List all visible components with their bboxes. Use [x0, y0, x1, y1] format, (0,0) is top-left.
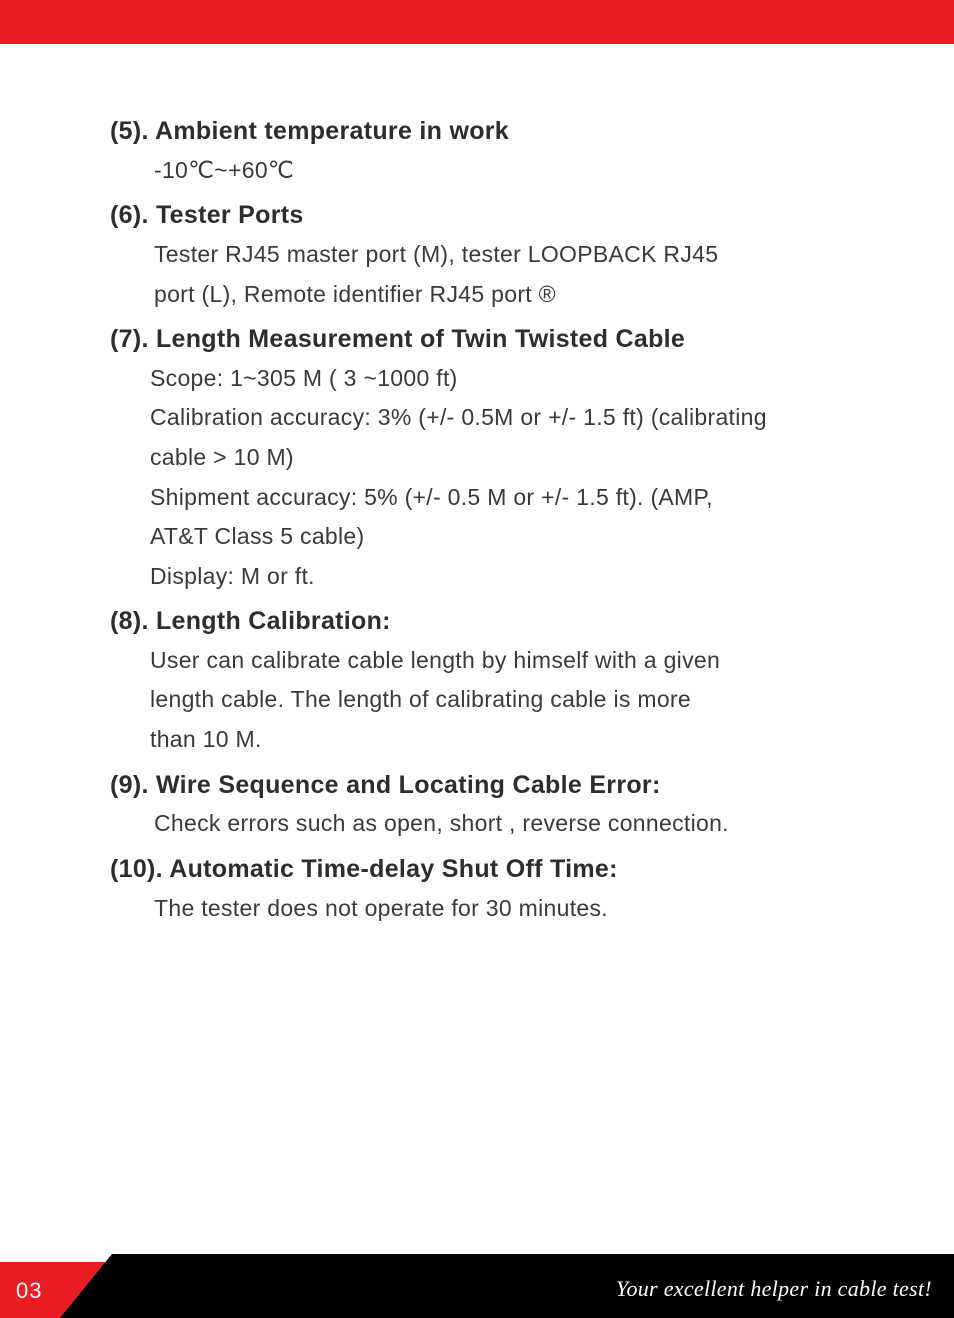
section-5: (5). Ambient temperature in work -10℃~+6… — [110, 112, 864, 190]
section-9: (9). Wire Sequence and Locating Cable Er… — [110, 766, 864, 844]
section-9-heading: (9). Wire Sequence and Locating Cable Er… — [110, 766, 864, 805]
section-8-line-1: length cable. The length of calibrating … — [110, 680, 864, 720]
section-5-heading: (5). Ambient temperature in work — [110, 112, 864, 151]
content-area: (5). Ambient temperature in work -10℃~+6… — [0, 44, 954, 1318]
section-10: (10). Automatic Time-delay Shut Off Time… — [110, 850, 864, 928]
section-6-heading: (6). Tester Ports — [110, 196, 864, 235]
section-9-line-0: Check errors such as open, short , rever… — [110, 804, 864, 844]
section-7-line-1: Calibration accuracy: 3% (+/- 0.5M or +/… — [110, 398, 864, 438]
section-6: (6). Tester Ports Tester RJ45 master por… — [110, 196, 864, 314]
top-accent-bar — [0, 0, 954, 44]
footer: 03 Your excellent helper in cable test! — [0, 1254, 954, 1318]
section-7: (7). Length Measurement of Twin Twisted … — [110, 320, 864, 596]
page: (5). Ambient temperature in work -10℃~+6… — [0, 0, 954, 1318]
section-8: (8). Length Calibration: User can calibr… — [110, 602, 864, 759]
section-10-heading: (10). Automatic Time-delay Shut Off Time… — [110, 850, 864, 889]
section-8-line-0: User can calibrate cable length by himse… — [110, 641, 864, 681]
footer-tagline: Your excellent helper in cable test! — [616, 1276, 932, 1302]
section-7-line-5: Display: M or ft. — [110, 557, 864, 597]
section-7-line-4: AT&T Class 5 cable) — [110, 517, 864, 557]
section-5-line-0: -10℃~+60℃ — [110, 151, 864, 191]
section-6-line-1: port (L), Remote identifier RJ45 port ® — [110, 275, 864, 315]
page-number: 03 — [16, 1278, 42, 1304]
section-7-line-0: Scope: 1~305 M ( 3 ~1000 ft) — [110, 359, 864, 399]
section-6-line-0: Tester RJ45 master port (M), tester LOOP… — [110, 235, 864, 275]
section-7-line-3: Shipment accuracy: 5% (+/- 0.5 M or +/- … — [110, 478, 864, 518]
section-10-line-0: The tester does not operate for 30 minut… — [110, 889, 864, 929]
section-7-heading: (7). Length Measurement of Twin Twisted … — [110, 320, 864, 359]
section-8-line-2: than 10 M. — [110, 720, 864, 760]
section-8-heading: (8). Length Calibration: — [110, 602, 864, 641]
section-7-line-2: cable > 10 M) — [110, 438, 864, 478]
